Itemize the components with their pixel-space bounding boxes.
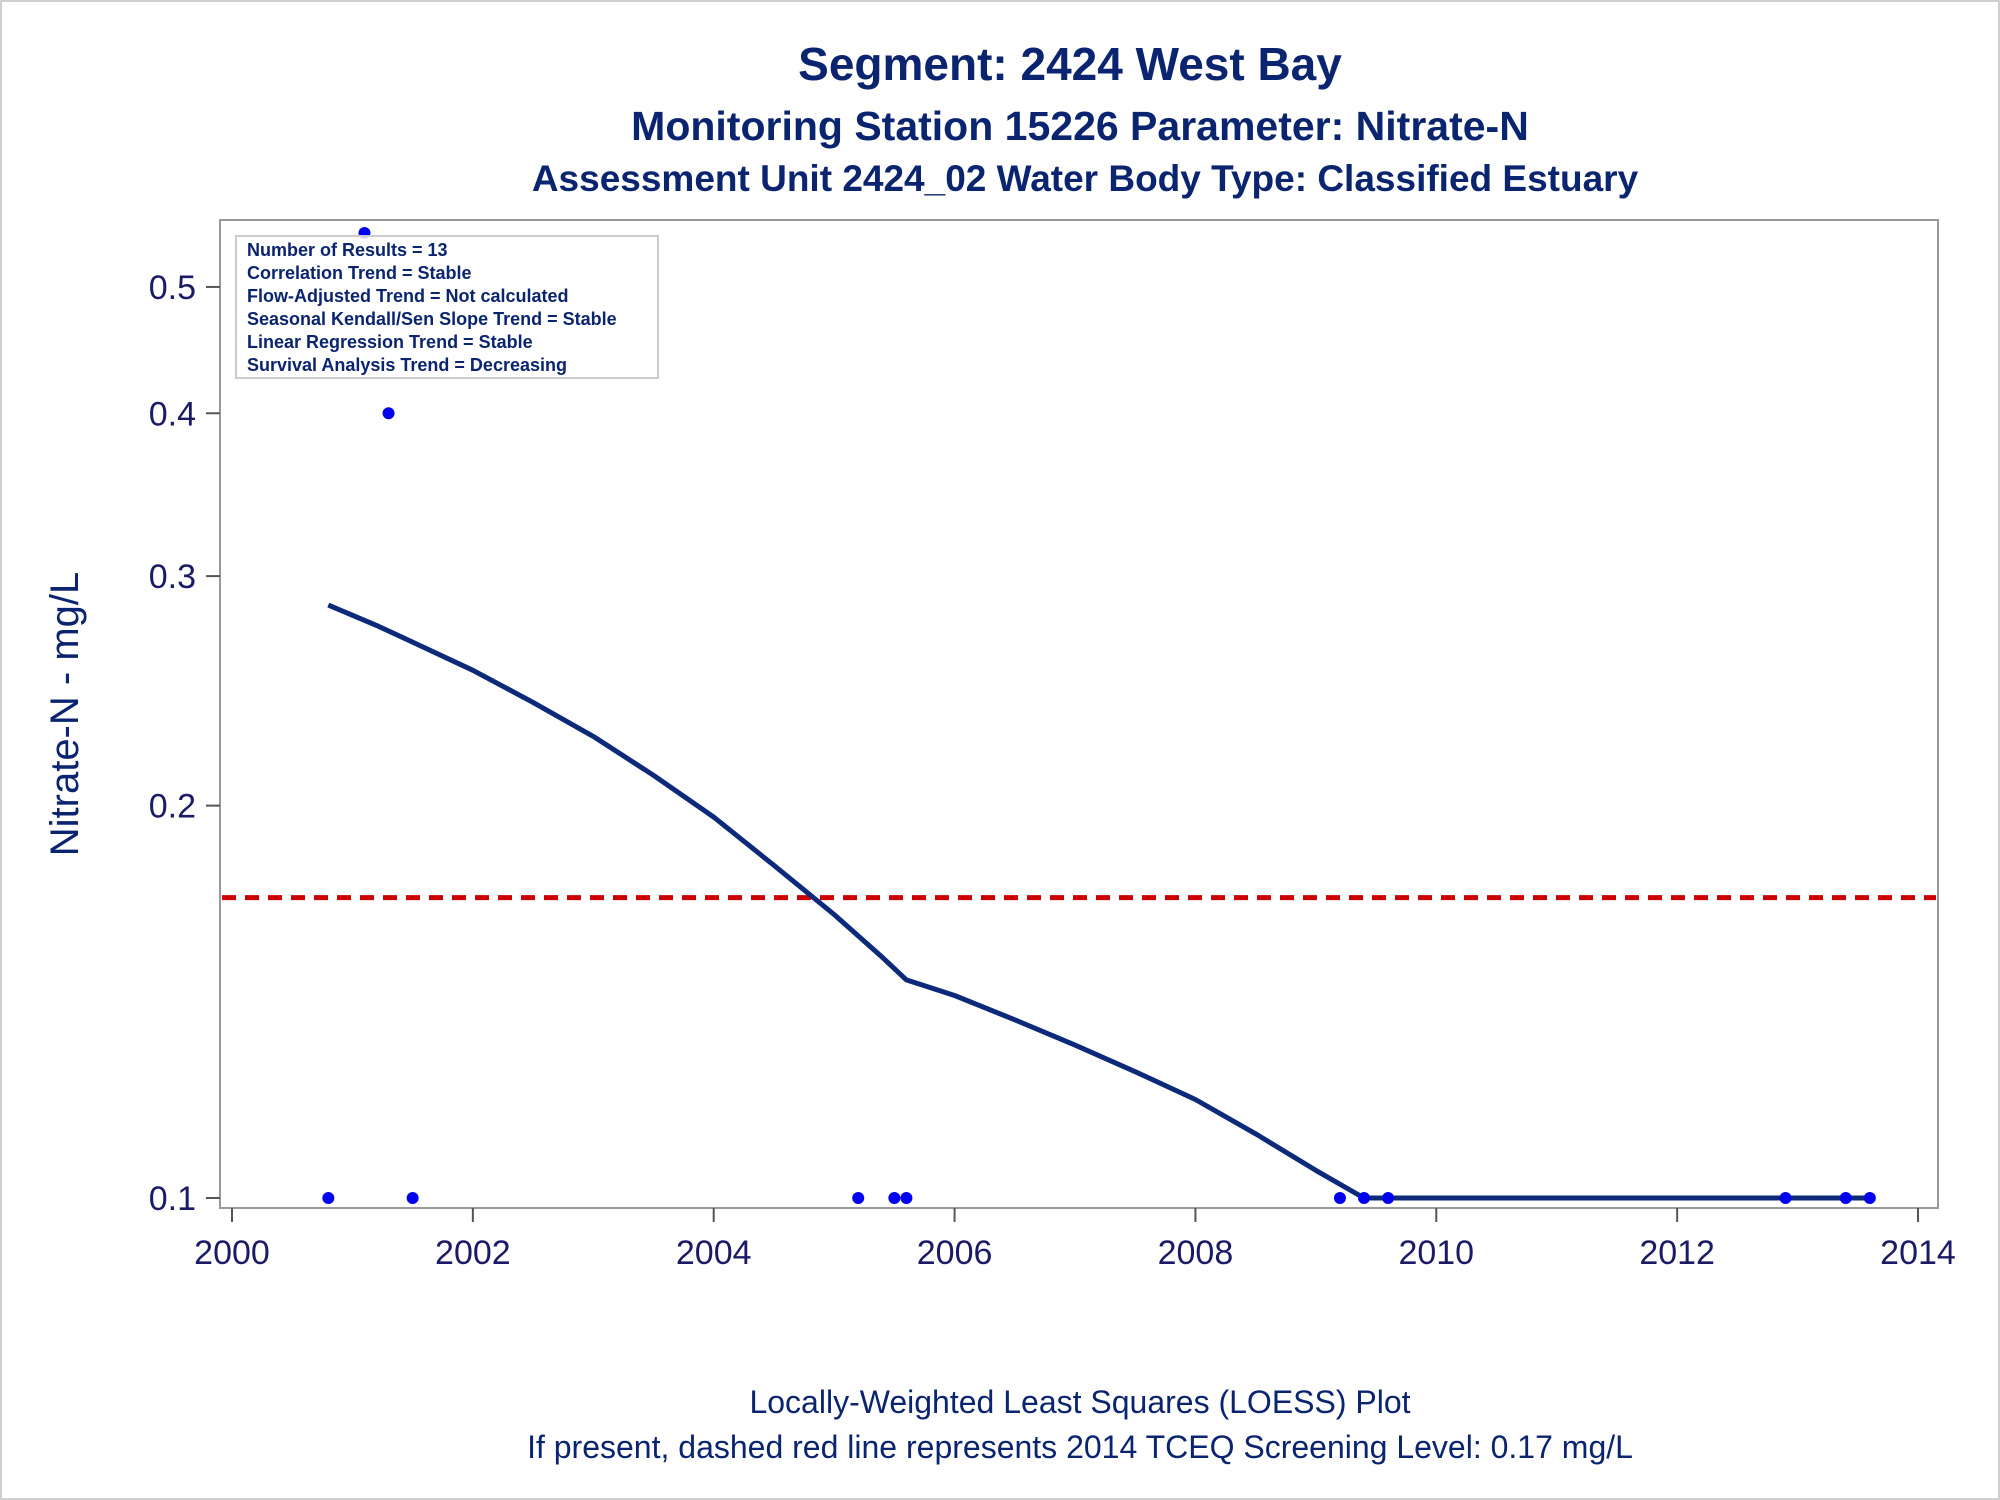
stats-correlation-trend: Correlation Trend = Stable bbox=[247, 263, 472, 283]
stats-linear-regression-trend: Linear Regression Trend = Stable bbox=[247, 332, 533, 352]
y-tick-label: 0.4 bbox=[149, 395, 196, 433]
data-point bbox=[888, 1192, 901, 1204]
footnote-screening-level: If present, dashed red line represents 2… bbox=[527, 1429, 1633, 1465]
data-point bbox=[1839, 1192, 1852, 1204]
data-point bbox=[1779, 1192, 1792, 1204]
data-points bbox=[322, 227, 1876, 1204]
x-tick-label: 2000 bbox=[194, 1234, 270, 1272]
data-point bbox=[1382, 1192, 1395, 1204]
y-tick-label: 0.5 bbox=[149, 269, 196, 307]
chart-subtitle-assessment: Assessment Unit 2424_02 Water Body Type:… bbox=[532, 158, 1639, 199]
data-point bbox=[900, 1192, 913, 1204]
footnote-loess: Locally-Weighted Least Squares (LOESS) P… bbox=[749, 1384, 1410, 1420]
data-point bbox=[406, 1192, 419, 1204]
stats-survival-analysis-trend: Survival Analysis Trend = Decreasing bbox=[247, 355, 567, 375]
data-point bbox=[1333, 1192, 1346, 1204]
stats-number-of-results: Number of Results = 13 bbox=[247, 240, 448, 260]
data-point bbox=[852, 1192, 865, 1204]
data-point bbox=[1863, 1192, 1876, 1204]
y-axis-label: Nitrate-N - mg/L bbox=[43, 572, 87, 857]
x-tick-label: 2002 bbox=[435, 1234, 511, 1272]
y-axis: 0.1 0.2 0.3 0.4 0.5 bbox=[149, 269, 220, 1218]
x-tick-label: 2012 bbox=[1639, 1234, 1715, 1272]
y-tick-label: 0.2 bbox=[149, 788, 196, 826]
data-point bbox=[1358, 1192, 1371, 1204]
x-tick-label: 2006 bbox=[917, 1234, 993, 1272]
data-point bbox=[322, 1192, 335, 1204]
stats-seasonal-kendall-trend: Seasonal Kendall/Sen Slope Trend = Stabl… bbox=[247, 309, 617, 329]
x-tick-label: 2014 bbox=[1880, 1234, 1956, 1272]
stats-flow-adjusted-trend: Flow-Adjusted Trend = Not calculated bbox=[247, 286, 569, 306]
stats-box: Number of Results = 13 Correlation Trend… bbox=[235, 235, 659, 379]
y-tick-label: 0.3 bbox=[149, 558, 196, 596]
y-tick-label: 0.1 bbox=[149, 1180, 196, 1218]
loess-curve bbox=[327, 602, 1870, 1201]
x-tick-label: 2008 bbox=[1158, 1234, 1234, 1272]
data-point bbox=[382, 407, 395, 420]
x-tick-label: 2010 bbox=[1398, 1234, 1474, 1272]
x-axis: 2000 2002 2004 2006 2008 2010 2012 2014 bbox=[194, 1208, 1956, 1272]
x-tick-label: 2004 bbox=[676, 1234, 752, 1272]
chart-subtitle-station: Monitoring Station 15226 Parameter: Nitr… bbox=[631, 103, 1529, 149]
chart-title: Segment: 2424 West Bay bbox=[798, 38, 1342, 90]
plot-frame bbox=[219, 219, 1939, 1209]
stats-box-frame bbox=[235, 235, 659, 379]
